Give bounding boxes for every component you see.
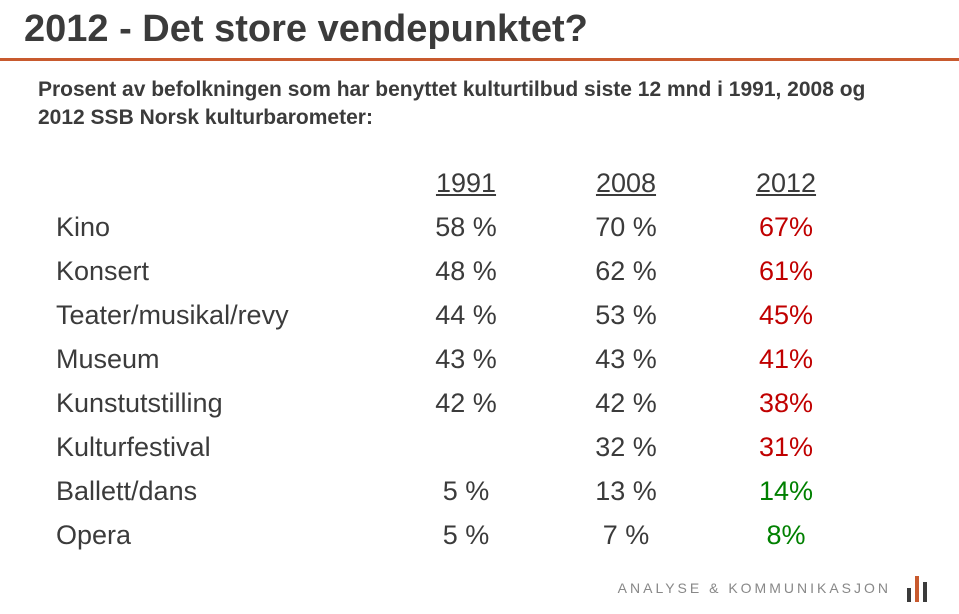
cell-2008: 13 % <box>546 476 706 507</box>
row-label: Konsert <box>56 256 386 287</box>
cell-1991: 5 % <box>386 520 546 551</box>
table-row: Kulturfestival 32 % 31% <box>56 432 886 476</box>
cell-2012: 41% <box>706 344 866 375</box>
col-header-2008: 2008 <box>546 168 706 199</box>
cell-2012: 14% <box>706 476 866 507</box>
cell-2008: 53 % <box>546 300 706 331</box>
data-table: 1991 2008 2012 Kino 58 % 70 % 67% Konser… <box>56 168 886 564</box>
table-row: Ballett/dans 5 % 13 % 14% <box>56 476 886 520</box>
table-row: Teater/musikal/revy 44 % 53 % 45% <box>56 300 886 344</box>
table-row: Kunstutstilling 42 % 42 % 38% <box>56 388 886 432</box>
col-header-1991: 1991 <box>386 168 546 199</box>
col-header-2012: 2012 <box>706 168 866 199</box>
table-header-row: 1991 2008 2012 <box>56 168 886 212</box>
table-row: Konsert 48 % 62 % 61% <box>56 256 886 300</box>
cell-2008: 70 % <box>546 212 706 243</box>
cell-1991: 42 % <box>386 388 546 419</box>
cell-2012: 8% <box>706 520 866 551</box>
cell-2008: 7 % <box>546 520 706 551</box>
cell-1991: 48 % <box>386 256 546 287</box>
title-rule <box>0 58 959 61</box>
cell-2008: 42 % <box>546 388 706 419</box>
page-title: 2012 - Det store vendepunktet? <box>24 8 588 51</box>
row-label: Teater/musikal/revy <box>56 300 386 331</box>
cell-2012: 61% <box>706 256 866 287</box>
cell-2012: 67% <box>706 212 866 243</box>
cell-2008: 62 % <box>546 256 706 287</box>
cell-1991: 44 % <box>386 300 546 331</box>
table-row: Museum 43 % 43 % 41% <box>56 344 886 388</box>
cell-2008: 32 % <box>546 432 706 463</box>
cell-2012: 31% <box>706 432 866 463</box>
cell-2012: 45% <box>706 300 866 331</box>
row-label: Ballett/dans <box>56 476 386 507</box>
footer-brand-text: ANALYSE & KOMMUNIKASJON <box>618 580 891 596</box>
table-row: Opera 5 % 7 % 8% <box>56 520 886 564</box>
table-row: Kino 58 % 70 % 67% <box>56 212 886 256</box>
cell-1991: 58 % <box>386 212 546 243</box>
row-label: Museum <box>56 344 386 375</box>
cell-1991: 5 % <box>386 476 546 507</box>
page-subtitle: Prosent av befolkningen som har benyttet… <box>38 76 899 133</box>
brand-logo-icon <box>905 574 929 602</box>
row-label: Kulturfestival <box>56 432 386 463</box>
cell-2012: 38% <box>706 388 866 419</box>
cell-1991: 43 % <box>386 344 546 375</box>
row-label: Opera <box>56 520 386 551</box>
footer-brand: ANALYSE & KOMMUNIKASJON <box>618 574 929 602</box>
cell-2008: 43 % <box>546 344 706 375</box>
row-label: Kino <box>56 212 386 243</box>
row-label: Kunstutstilling <box>56 388 386 419</box>
